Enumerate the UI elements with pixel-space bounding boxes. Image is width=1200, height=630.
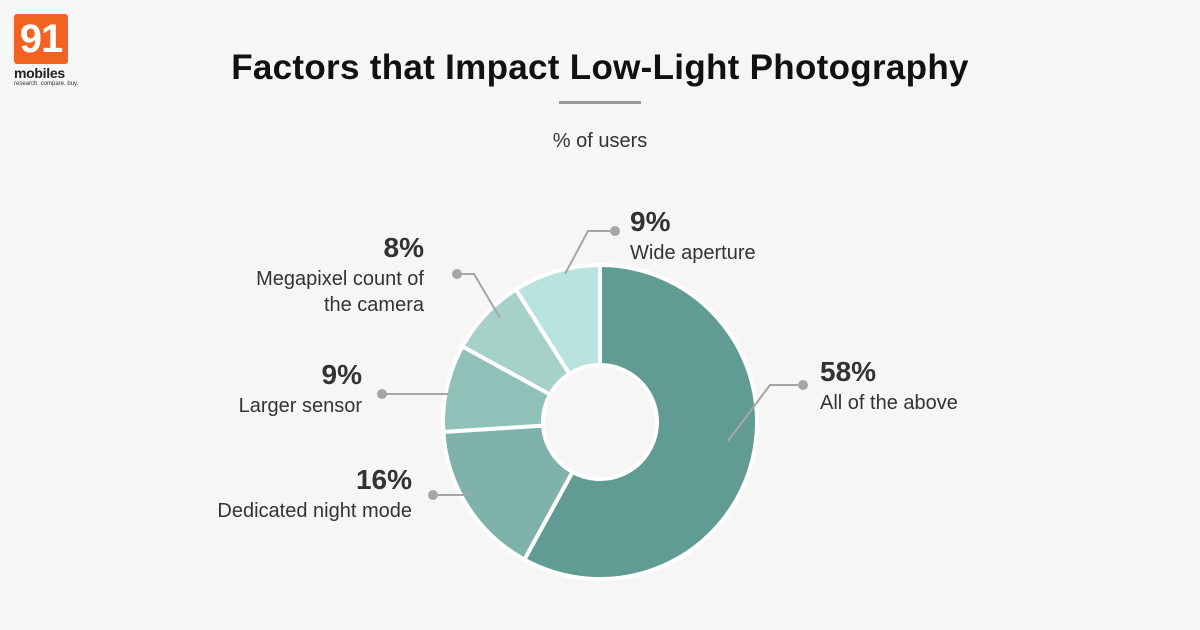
brand-logo: 91 mobiles research. compare. buy.: [14, 14, 79, 88]
slice-category-label: All of the above: [820, 392, 958, 414]
leader-dot: [377, 389, 387, 399]
slice-category-label: the camera: [324, 294, 425, 316]
leader-line: [457, 273, 501, 319]
leader-dot: [428, 490, 438, 500]
chart-subtitle: % of users: [552, 130, 648, 152]
slice-value-label: 9%: [630, 206, 671, 237]
leader-dot: [452, 269, 462, 279]
slice-value-label: 8%: [384, 232, 425, 263]
slice-category-label: Wide aperture: [630, 242, 756, 264]
pie-slice: [441, 423, 575, 562]
pie-slice: [522, 263, 759, 581]
slice-value-label: 58%: [820, 356, 876, 387]
slice-category-label: Dedicated night mode: [217, 500, 412, 522]
leader-dot: [798, 380, 808, 390]
logo-word: mobiles: [14, 65, 65, 81]
slice-value-label: 9%: [322, 359, 363, 390]
chart-title: Factors that Impact Low-Light Photograph…: [231, 48, 969, 87]
logo-tagline: research. compare. buy.: [14, 81, 79, 87]
slice-category-label: Larger sensor: [239, 395, 363, 417]
leader-dot: [610, 226, 620, 236]
title-underline: [559, 101, 641, 104]
slice-value-label: 16%: [356, 464, 412, 495]
leader-line: [727, 384, 803, 442]
pie-slice: [513, 263, 602, 376]
slice-category-label: Megapixel count of: [256, 268, 424, 290]
leader-line: [564, 230, 615, 275]
logo-number: 91: [14, 14, 68, 64]
